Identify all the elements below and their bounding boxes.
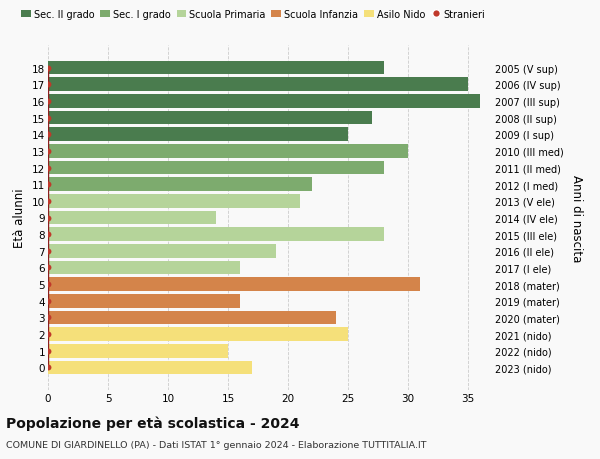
Point [43, 131, 53, 139]
Point [43, 314, 53, 321]
Point [43, 81, 53, 89]
Bar [48, 128, 348, 142]
Bar [48, 62, 384, 75]
Bar [48, 211, 216, 225]
Point [43, 347, 53, 355]
Bar [48, 78, 468, 92]
Point [43, 331, 53, 338]
Bar [48, 112, 372, 125]
Bar [48, 261, 240, 275]
Bar [48, 361, 252, 375]
Point [43, 364, 53, 371]
Point [43, 297, 53, 305]
Bar [48, 278, 420, 291]
Bar [48, 328, 348, 341]
Bar [48, 311, 336, 325]
Bar [48, 161, 384, 175]
Bar [48, 294, 240, 308]
Point [43, 231, 53, 238]
Point [43, 281, 53, 288]
Point [43, 198, 53, 205]
Point [43, 98, 53, 105]
Bar [48, 344, 228, 358]
Bar [48, 228, 384, 241]
Text: COMUNE DI GIARDINELLO (PA) - Dati ISTAT 1° gennaio 2024 - Elaborazione TUTTITALI: COMUNE DI GIARDINELLO (PA) - Dati ISTAT … [6, 440, 427, 449]
Bar [48, 95, 480, 108]
Point [43, 181, 53, 189]
Point [43, 148, 53, 155]
Point [43, 214, 53, 222]
Bar [48, 245, 276, 258]
Text: Popolazione per età scolastica - 2024: Popolazione per età scolastica - 2024 [6, 415, 299, 430]
Bar [48, 195, 300, 208]
Point [43, 264, 53, 272]
Legend: Sec. II grado, Sec. I grado, Scuola Primaria, Scuola Infanzia, Asilo Nido, Stran: Sec. II grado, Sec. I grado, Scuola Prim… [17, 6, 489, 24]
Bar [48, 145, 408, 158]
Y-axis label: Età alunni: Età alunni [13, 188, 26, 248]
Point [43, 65, 53, 72]
Y-axis label: Anni di nascita: Anni di nascita [570, 174, 583, 262]
Bar [48, 178, 312, 191]
Point [43, 115, 53, 122]
Point [43, 164, 53, 172]
Point [43, 247, 53, 255]
